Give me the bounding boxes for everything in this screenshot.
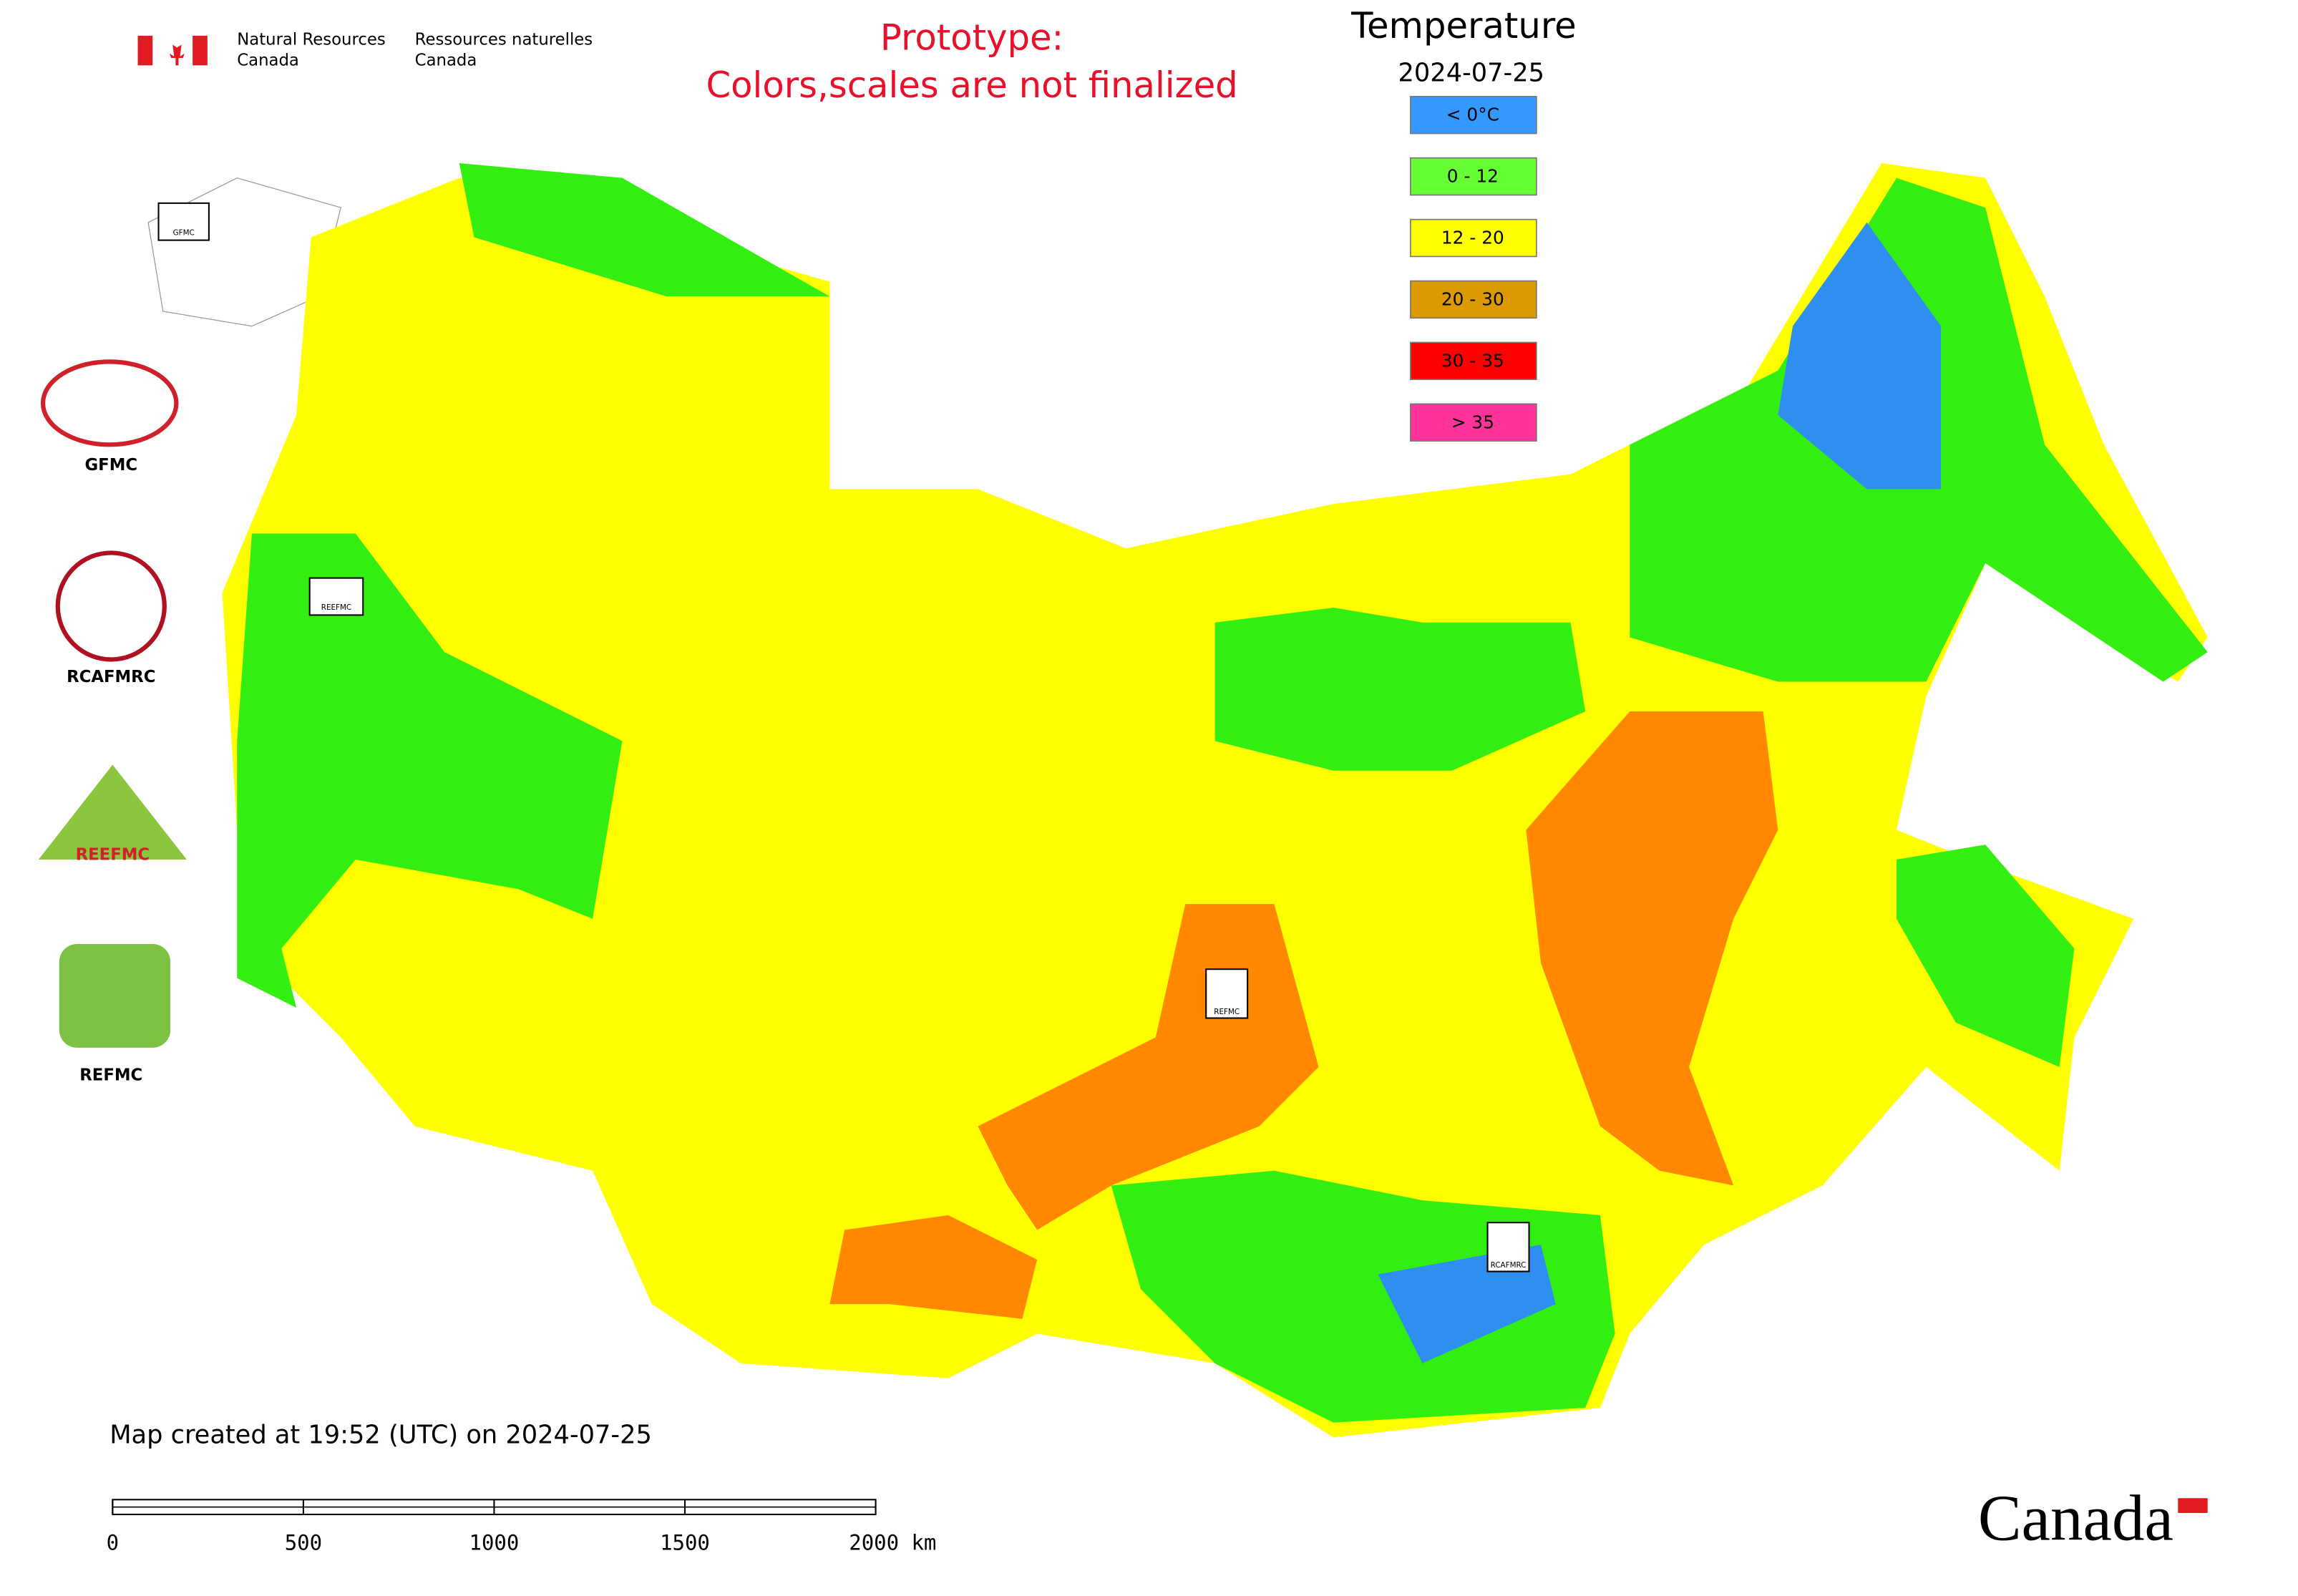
region-0-12 bbox=[1896, 845, 2075, 1067]
legend-title: Temperature bbox=[1350, 5, 1577, 47]
legend: Temperature 2024-07-25 < 0°C 0 - 12 12 - 2… bbox=[1350, 5, 1577, 442]
flag-bar bbox=[137, 35, 153, 66]
region-below-0 bbox=[1378, 1245, 1556, 1363]
department-fr: Ressources naturelles bbox=[415, 31, 593, 49]
legend-swatch bbox=[1410, 157, 1537, 196]
department-en: Natural Resources bbox=[237, 31, 385, 49]
region-20-30 bbox=[1526, 711, 1778, 1186]
rcafmrc-logo bbox=[55, 550, 167, 662]
notice: Colors,scales are not finalized bbox=[706, 64, 1237, 106]
refmc-logo bbox=[59, 943, 171, 1048]
scale-label: 1000 bbox=[469, 1530, 520, 1554]
maple-leaf bbox=[170, 39, 185, 66]
legend-label: 20 - 30 bbox=[1441, 288, 1504, 309]
department-en: Canada bbox=[237, 52, 299, 70]
canada-wordmark: Canada bbox=[1978, 1481, 2173, 1554]
logo-label: REFMC bbox=[79, 1066, 142, 1085]
scale-bar: 0 500 1000 1500 2000 km bbox=[107, 1499, 936, 1554]
reefmc-logo bbox=[38, 764, 187, 860]
logo-label: RCAFMRC bbox=[67, 668, 155, 686]
region-0-12 bbox=[459, 162, 830, 297]
department-fr: Canada bbox=[415, 52, 477, 70]
marker-label: REEFMC bbox=[321, 603, 351, 612]
legend-swatch bbox=[1410, 280, 1537, 319]
flag-bar bbox=[193, 35, 208, 66]
marker bbox=[157, 202, 210, 241]
scale-label: 1500 bbox=[660, 1530, 710, 1554]
gfmc-logo bbox=[40, 359, 179, 447]
region-below-0 bbox=[1778, 222, 1942, 490]
marker bbox=[308, 577, 364, 616]
marker-label: REFMC bbox=[1214, 1008, 1240, 1016]
legend-swatch bbox=[1410, 95, 1537, 135]
wordmark-flag bbox=[2178, 1498, 2208, 1513]
legend-swatch bbox=[1410, 218, 1537, 258]
region-20-30 bbox=[829, 1215, 1038, 1319]
marker bbox=[1486, 1222, 1530, 1273]
map-markers: GFMC REEFMC REFMC RCAFMRC bbox=[157, 202, 1530, 1273]
legend-swatch bbox=[1410, 403, 1537, 442]
created-note: Map created at 19:52 (UTC) on 2024-07-25 bbox=[109, 1420, 652, 1449]
legend-swatch bbox=[1410, 341, 1537, 381]
notice: Prototype: bbox=[880, 17, 1063, 59]
legend-date: 2024-07-25 bbox=[1398, 59, 1545, 88]
scale-label: 500 bbox=[285, 1530, 322, 1554]
legend-label: 12 - 20 bbox=[1441, 228, 1504, 248]
marker-label: RCAFMRC bbox=[1491, 1261, 1527, 1270]
marker bbox=[1205, 968, 1249, 1019]
legend-label: > 35 bbox=[1451, 412, 1494, 432]
map bbox=[147, 162, 2208, 1438]
scale-label: 2000 km bbox=[849, 1530, 936, 1554]
header: Natural Resources Canada Ressources natu… bbox=[137, 17, 1238, 106]
logo-label: REEFMC bbox=[76, 845, 150, 864]
logo-label: GFMC bbox=[84, 456, 137, 475]
legend-label: 30 - 35 bbox=[1441, 350, 1504, 371]
legend-label: < 0°C bbox=[1446, 104, 1499, 125]
marker-label: GFMC bbox=[173, 228, 195, 237]
region-0-12 bbox=[1214, 608, 1586, 771]
region-0-12 bbox=[237, 533, 623, 1008]
logos: GFMC RCAFMRC REEFMC REFMC bbox=[38, 359, 187, 1085]
scale-label: 0 bbox=[107, 1530, 119, 1554]
legend-label: 0 - 12 bbox=[1447, 166, 1499, 187]
